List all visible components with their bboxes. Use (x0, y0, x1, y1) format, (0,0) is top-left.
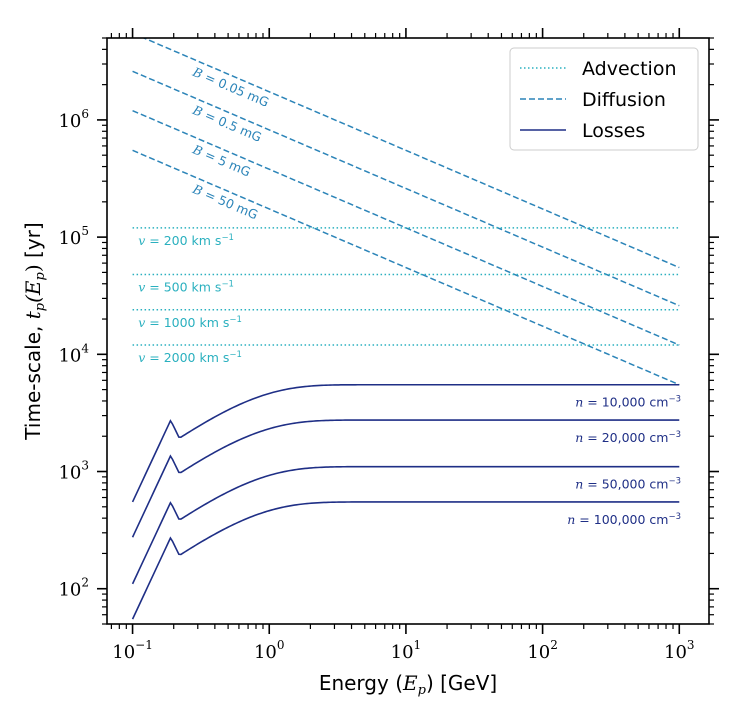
diffusion-annotation: B = 50 mG (190, 181, 261, 223)
x-axis-label: Energy (Ep) [GeV] (319, 671, 497, 698)
legend: Advection Diffusion Losses (509, 47, 699, 151)
losses-annotation: n = 100,000 cm−3 (567, 512, 681, 527)
losses-annotation: n = 50,000 cm−3 (575, 477, 681, 492)
legend-label-losses: Losses (582, 120, 645, 142)
diffusion-annotation: B = 5 mG (190, 141, 253, 179)
y-tick-label: 106 (58, 107, 89, 132)
advection-annotation: v = 500 km s−1 (138, 279, 234, 294)
y-tick-label: 103 (58, 459, 89, 484)
diffusion-line (132, 70, 680, 307)
y-tick-label: 105 (58, 224, 89, 249)
y-tick-label: 104 (58, 341, 89, 366)
x-tick-label: 10−1 (112, 638, 153, 663)
advection-annotation: v = 1000 km s−1 (138, 315, 242, 330)
legend-label-advection: Advection (582, 58, 677, 80)
plot-series (131, 38, 680, 620)
x-tick-label: 101 (391, 638, 422, 663)
losses-annotation: n = 10,000 cm−3 (575, 395, 681, 410)
losses-line (131, 465, 680, 585)
losses-line (131, 383, 680, 503)
advection-annotation: v = 2000 km s−1 (138, 350, 242, 365)
legend-label-diffusion: Diffusion (582, 89, 666, 111)
diffusion-line (132, 149, 680, 386)
x-tick-label: 100 (254, 638, 285, 663)
losses-line (131, 419, 680, 538)
advection-annotation: v = 200 km s−1 (138, 233, 234, 248)
y-tick-label: 102 (58, 576, 89, 601)
legend-box (509, 47, 699, 151)
tick-labels: 10−1 100 101 102 103 102 103 104 105 106 (58, 107, 694, 663)
y-axis-label: Time-scale, tp(Ep) [yr] (21, 222, 48, 440)
x-tick-label: 103 (664, 638, 695, 663)
losses-line (131, 501, 680, 620)
losses-annotation: n = 20,000 cm−3 (575, 430, 681, 445)
diffusion-line (141, 38, 680, 269)
plot-frame (106, 37, 710, 625)
x-tick-label: 102 (527, 638, 558, 663)
axis-ticks (97, 28, 719, 634)
